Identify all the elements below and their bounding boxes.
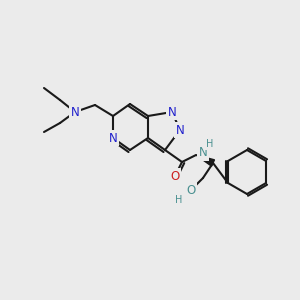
Text: N: N [199,146,207,160]
Text: N: N [176,124,184,136]
Text: N: N [70,106,80,118]
Text: H: H [206,139,214,149]
Text: O: O [170,169,180,182]
Text: N: N [109,131,117,145]
Text: N: N [168,106,176,118]
Polygon shape [196,155,214,166]
Text: O: O [186,184,196,196]
Text: H: H [175,195,183,205]
